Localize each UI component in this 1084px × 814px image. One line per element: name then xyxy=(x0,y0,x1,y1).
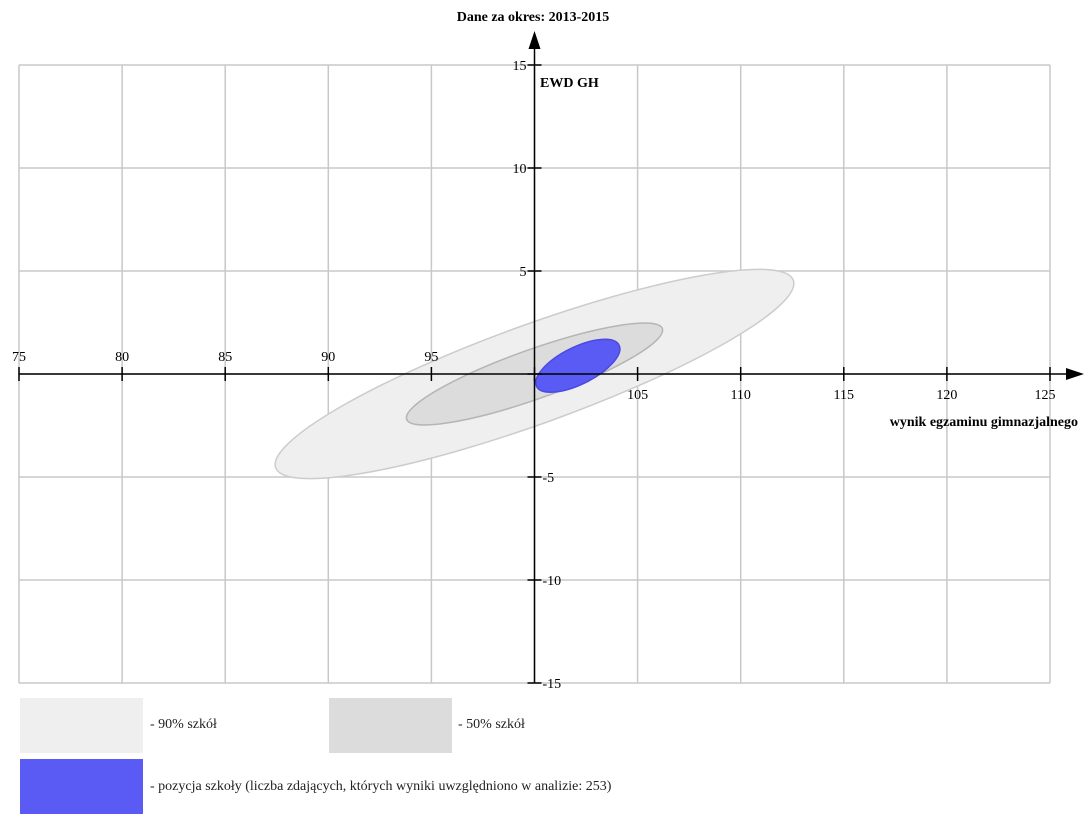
x-tick-label: 120 xyxy=(936,388,957,403)
x-axis-title: wynik egzaminu gimnazjalnego xyxy=(890,415,1078,430)
chart-title: Dane za okres: 2013-2015 xyxy=(457,10,610,25)
y-tick-label: 10 xyxy=(513,162,527,177)
y-axis-arrow xyxy=(528,31,541,49)
x-tick-label: 125 xyxy=(1035,388,1056,403)
legend-label-school: - pozycja szkoły (liczba zdających, któr… xyxy=(150,779,612,794)
legend-label-90: - 90% szkół xyxy=(150,717,217,732)
y-tick-label: -10 xyxy=(543,574,562,589)
tick-labels: 75 80 85 90 95 105 110 115 120 125 -15 -10 -5 5 10 15 xyxy=(12,59,1056,690)
x-tick-label: 95 xyxy=(424,350,438,365)
legend-swatch-school xyxy=(20,759,143,814)
legend: - 90% szkół - 50% szkół - pozycja szkoły… xyxy=(0,690,1084,814)
school-position xyxy=(534,338,621,393)
x-tick-label: 90 xyxy=(321,350,335,365)
y-axis-title: EWD GH xyxy=(540,76,599,91)
x-tick-label: 105 xyxy=(627,388,648,403)
legend-label-50: - 50% szkół xyxy=(458,717,525,732)
axes xyxy=(18,31,1084,684)
x-tick-label: 115 xyxy=(834,388,854,403)
y-tick-label: 5 xyxy=(520,265,527,280)
x-tick-label: 75 xyxy=(12,350,26,365)
y-tick-label: 15 xyxy=(513,59,527,74)
x-tick-label: 85 xyxy=(218,350,232,365)
legend-swatch-50 xyxy=(329,698,452,753)
x-tick-label: 110 xyxy=(730,388,750,403)
x-tick-label: 80 xyxy=(115,350,129,365)
y-tick-label: -5 xyxy=(543,471,555,486)
legend-swatch-90 xyxy=(20,698,143,753)
y-tick-label: -15 xyxy=(543,677,562,690)
x-axis-arrow xyxy=(1066,368,1084,380)
